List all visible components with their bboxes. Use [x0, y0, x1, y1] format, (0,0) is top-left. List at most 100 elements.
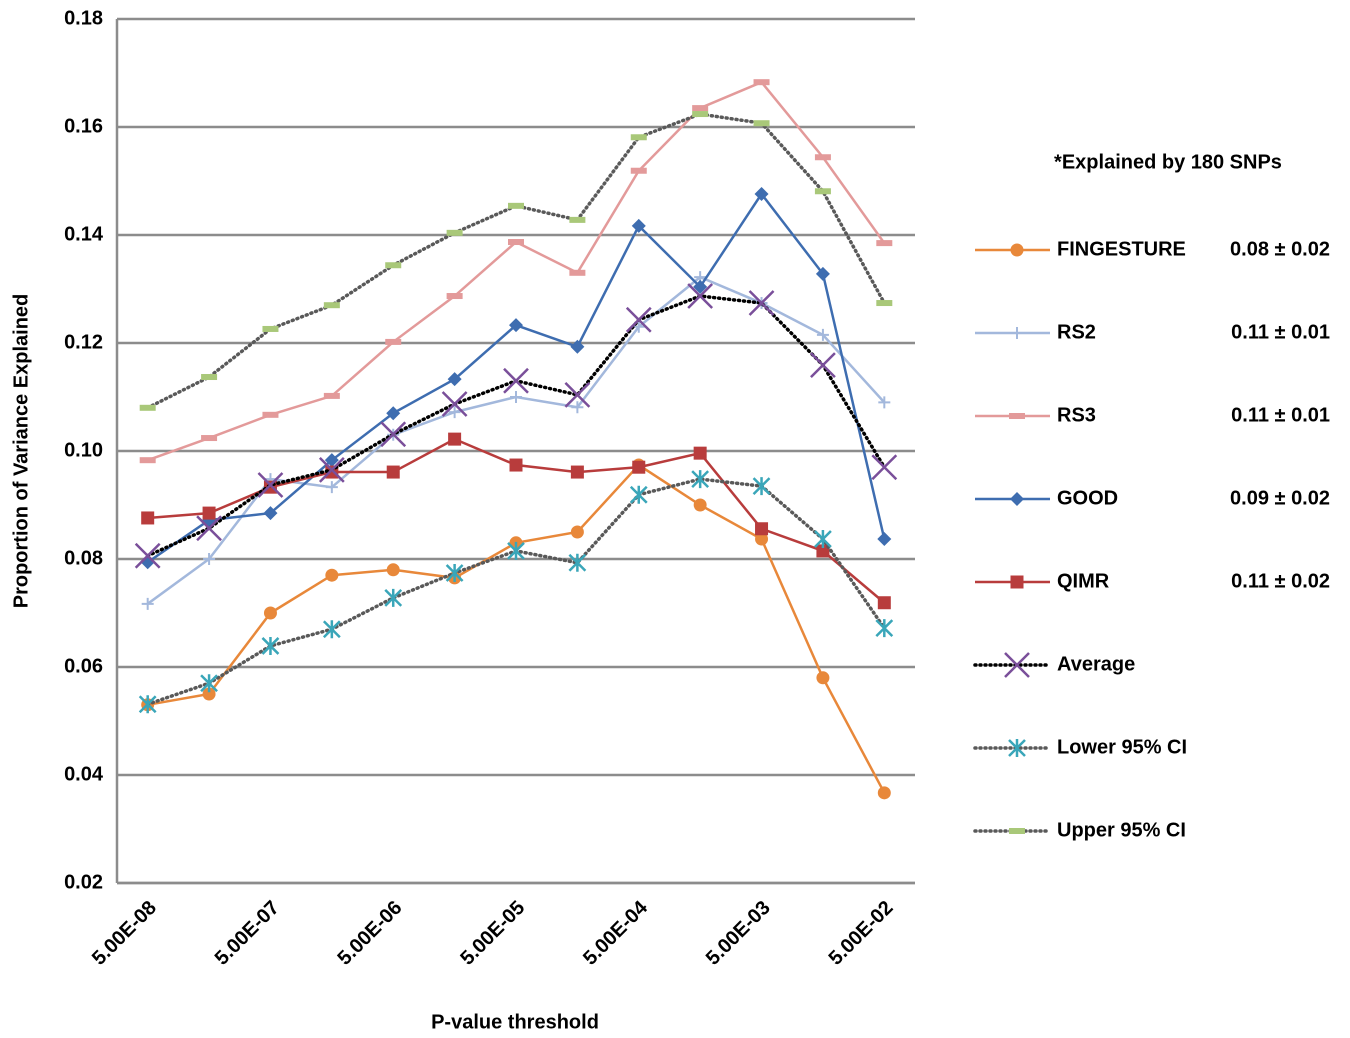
y-tick-label: 0.08	[64, 547, 103, 569]
data-marker	[753, 120, 770, 127]
x-tick-label: 5.00E-04	[579, 896, 653, 970]
data-marker	[564, 381, 591, 408]
data-marker	[569, 269, 586, 276]
legend-marker	[1011, 327, 1023, 339]
data-marker	[441, 391, 468, 417]
legend-label: Average	[1057, 653, 1135, 675]
legend-label: Lower 95% CI	[1057, 736, 1187, 758]
data-marker	[748, 290, 775, 316]
data-marker	[875, 619, 894, 638]
data-marker	[691, 470, 710, 489]
data-marker	[509, 458, 523, 472]
data-marker	[508, 239, 524, 246]
data-marker	[687, 283, 714, 309]
data-marker	[570, 339, 585, 354]
data-marker	[816, 328, 829, 341]
data-marker	[754, 186, 769, 201]
legend-marker	[1009, 413, 1025, 419]
series	[139, 111, 893, 411]
x-tick-label: 5.00E-08	[88, 897, 161, 970]
legend-entry: Lower 95% CI	[973, 736, 1187, 758]
data-marker	[324, 453, 339, 468]
data-marker	[262, 325, 279, 332]
data-marker	[325, 568, 339, 582]
data-marker	[139, 457, 156, 464]
data-marker	[200, 674, 218, 693]
data-marker	[446, 293, 463, 300]
data-marker	[753, 79, 770, 86]
data-marker	[384, 588, 403, 607]
legend-marker	[1010, 243, 1024, 257]
x-tick-label: 5.00E-07	[211, 897, 284, 970]
legend-label: FINGESTURE	[1057, 238, 1186, 260]
data-marker	[876, 240, 893, 247]
data-marker	[755, 522, 769, 536]
legend-marker	[1009, 828, 1025, 834]
x-axis-title: P-value threshold	[431, 1011, 599, 1033]
y-tick-label: 0.12	[64, 331, 103, 353]
data-marker	[139, 404, 156, 411]
y-tick-label: 0.02	[64, 871, 103, 893]
data-marker	[386, 563, 400, 577]
data-marker	[138, 695, 157, 714]
legend-entry: FINGESTURE 0.08 ± 0.02	[975, 238, 1330, 260]
y-tick-label: 0.10	[64, 439, 103, 461]
data-marker	[507, 541, 525, 560]
y-tick-label: 0.06	[64, 655, 103, 677]
data-marker	[630, 167, 647, 174]
data-marker	[196, 515, 222, 542]
data-marker	[692, 105, 709, 112]
data-marker	[632, 320, 645, 333]
data-marker	[815, 266, 830, 281]
data-marker	[201, 435, 218, 442]
data-marker	[752, 477, 771, 496]
x-tick-label: 5.00E-05	[456, 897, 529, 970]
series-line	[145, 112, 887, 410]
data-marker	[323, 302, 340, 309]
data-marker	[446, 229, 463, 236]
data-marker	[263, 506, 278, 521]
series	[138, 470, 894, 714]
data-marker	[814, 154, 831, 161]
data-marker	[877, 786, 891, 800]
series	[140, 186, 892, 570]
data-marker	[141, 511, 155, 525]
legend-marker	[1010, 575, 1024, 589]
legend-title: *Explained by 180 SNPs	[1054, 151, 1282, 173]
data-marker	[630, 134, 647, 141]
data-marker	[755, 532, 769, 546]
data-marker	[257, 472, 284, 498]
legend-entry: Upper 95% CI	[973, 819, 1186, 841]
y-tick-label: 0.16	[64, 115, 103, 137]
legend-marker	[1010, 492, 1024, 506]
data-marker	[629, 485, 648, 504]
series-line	[146, 191, 886, 564]
data-marker	[318, 457, 345, 483]
legend-annotation: 0.11 ± 0.02	[1231, 570, 1330, 592]
data-marker	[693, 498, 707, 512]
legend-marker	[1004, 652, 1030, 678]
legend-entry: GOOD 0.09 ± 0.02	[975, 487, 1330, 509]
data-marker	[814, 188, 831, 195]
data-marker	[814, 530, 832, 549]
data-marker	[692, 111, 709, 118]
data-marker	[503, 367, 529, 394]
x-tick-label: 5.00E-06	[334, 897, 407, 970]
data-marker	[570, 465, 584, 479]
data-marker	[202, 687, 216, 701]
data-marker	[568, 553, 587, 572]
series	[139, 79, 893, 464]
series	[141, 458, 891, 800]
data-marker	[877, 596, 891, 610]
data-marker	[448, 432, 462, 446]
series-line	[145, 477, 887, 707]
y-tick-label: 0.04	[64, 763, 104, 785]
data-marker	[625, 306, 652, 333]
data-marker	[386, 406, 401, 421]
legend-entry: QIMR 0.11 ± 0.02	[975, 570, 1330, 592]
data-marker	[693, 279, 708, 294]
x-tick-label: 5.00E-02	[825, 897, 898, 970]
data-marker	[693, 446, 707, 460]
data-marker	[631, 218, 646, 233]
